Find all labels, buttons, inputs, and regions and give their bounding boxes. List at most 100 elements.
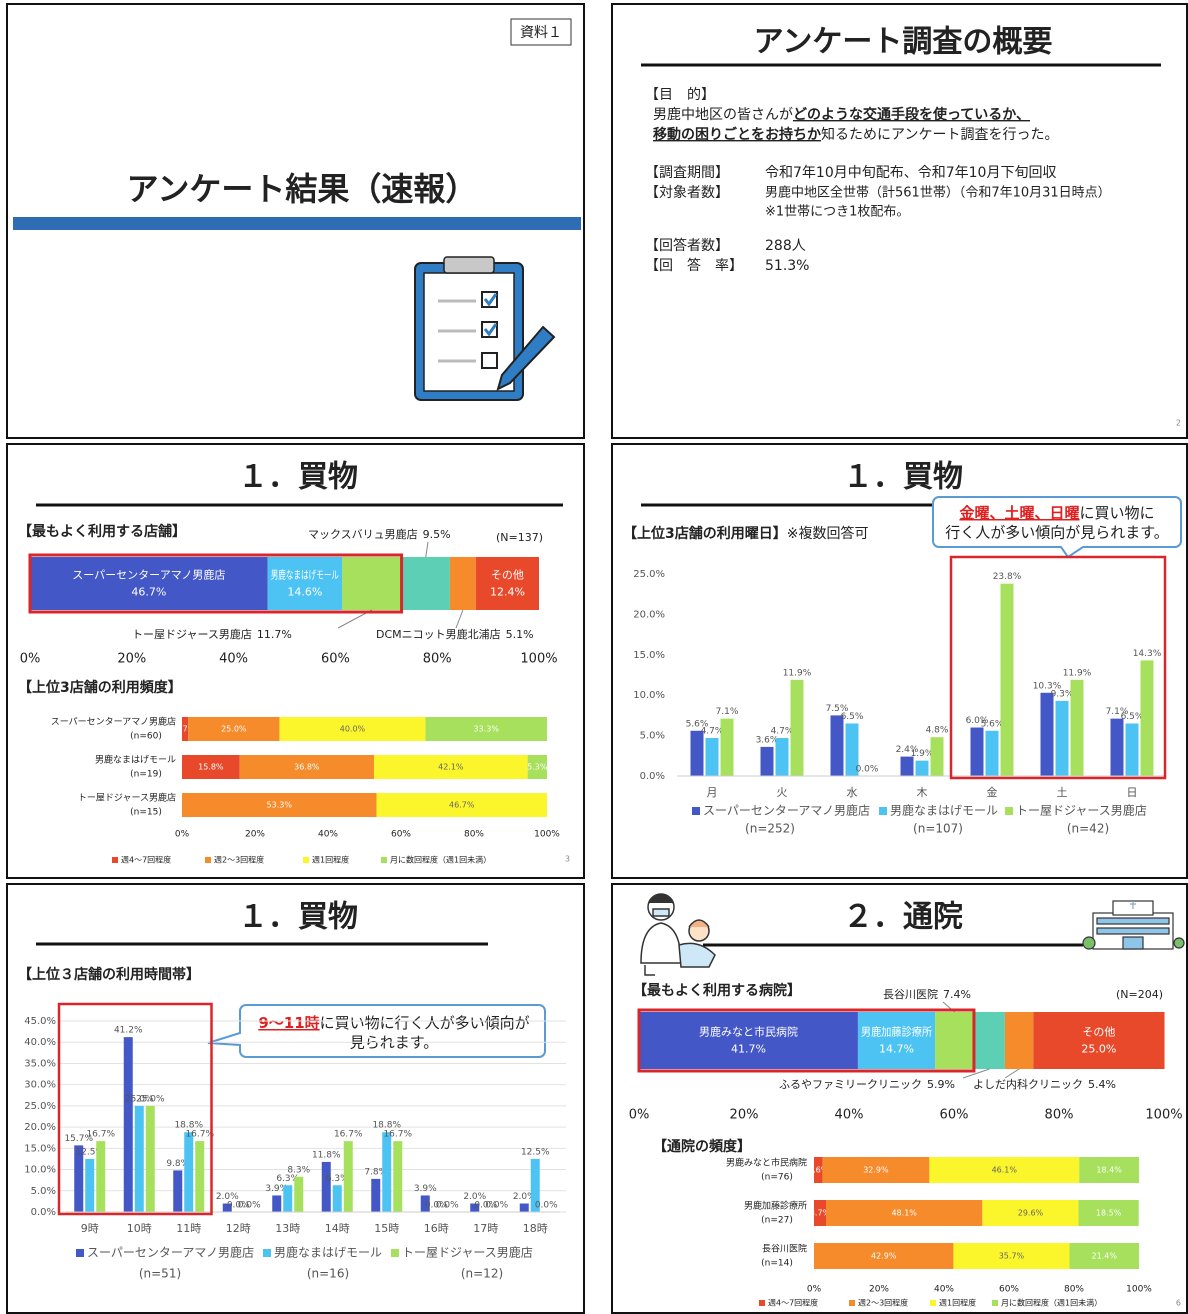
slide-title: １．買物 — [843, 460, 963, 495]
bar-segment — [974, 1012, 1005, 1069]
slide-canvas: １．買物 金曜、土曜、日曜に買い物に 行く人が多い傾向が見られます。 【上位3店… — [613, 445, 1186, 877]
data-label: 4.8% — [926, 726, 949, 736]
legend-swatch — [381, 857, 387, 863]
y-tick-label: 30.0% — [24, 1080, 56, 1091]
x-tick-label: 12時 — [226, 1222, 251, 1235]
segment-value: 25.0% — [1081, 1043, 1116, 1056]
heading-title: 【上位３店舗の利用時間帯】 — [18, 966, 200, 983]
bar — [916, 761, 929, 776]
data-label: 23.8% — [993, 572, 1022, 582]
slide-canvas: アンケート調査の概要 【目 的】 男鹿中地区の皆さんがどのような交通手段を使って… — [613, 5, 1186, 437]
field-value: 51.3% — [765, 258, 809, 274]
legend-swatch — [391, 1249, 399, 1257]
legend-note: (n=42) — [1067, 822, 1109, 836]
legend-label: 週1回程度 — [939, 1298, 976, 1308]
x-tick-label: 40% — [318, 830, 338, 840]
chart-note: (N=204) — [1116, 988, 1163, 1001]
legend-swatch — [692, 807, 700, 815]
x-tick-label: 17時 — [473, 1222, 498, 1235]
y-tick-label: 15.0% — [633, 650, 665, 661]
doctor-icon — [641, 894, 715, 975]
chart-heading: 【最もよく利用する店舗】 — [18, 523, 186, 540]
bar — [761, 747, 774, 776]
legend-note: (n=12) — [461, 1267, 503, 1281]
bar — [393, 1141, 402, 1212]
x-tick-label: 100% — [1126, 1285, 1152, 1295]
bar — [283, 1185, 292, 1212]
legend-label: 週2～3回程度 — [858, 1298, 908, 1308]
data-label: 0.0% — [856, 765, 879, 775]
segment-value: 33.3% — [474, 725, 500, 734]
chart-heading: 【上位3店舗の利用曜日】※複数回答可 — [623, 525, 868, 542]
bar — [272, 1195, 281, 1212]
bar — [146, 1106, 155, 1212]
bar — [333, 1185, 342, 1212]
segment-value: 29.6% — [1018, 1209, 1044, 1218]
callout-line: 行く人が多い傾向が見られます。 — [945, 524, 1169, 542]
callout-highlight: 9～11時 — [258, 1014, 319, 1032]
legend-swatch — [76, 1249, 84, 1257]
category-label: 長谷川医院 — [762, 1244, 807, 1255]
y-tick-label: 25.0% — [633, 569, 665, 580]
segment-name: よしだ内科クリニック — [973, 1077, 1083, 1091]
x-tick-label: 15時 — [374, 1222, 399, 1235]
y-tick-label: 0.0% — [640, 771, 665, 782]
segment-name: その他 — [1082, 1026, 1115, 1039]
data-label: 0.0% — [485, 1201, 508, 1211]
slide-title: １．買物 — [238, 900, 358, 935]
data-label: 7.1% — [716, 707, 739, 717]
x-tick-label: 40% — [934, 1285, 954, 1295]
category-note: (n=60) — [130, 732, 162, 742]
slide-canvas: ２．通院 6 【最もよく利用する病院】(N=204)男鹿みなと市民病院41.7%… — [613, 885, 1186, 1312]
segment-name: スーパーセンターアマノ男鹿店 — [72, 568, 225, 582]
legend-label: トー屋ドジャース男鹿店 — [402, 1246, 533, 1260]
x-tick-label: 日 — [1127, 786, 1138, 799]
legend-label: 月に数回程度（週1回未満） — [390, 855, 491, 865]
x-tick-label: 20% — [117, 652, 146, 667]
x-tick-label: 金 — [987, 786, 998, 799]
bar-segment — [268, 557, 342, 610]
segment-value: 35.7% — [999, 1252, 1025, 1261]
legend-label: スーパーセンターアマノ男鹿店 — [703, 804, 870, 818]
x-tick-label: 60% — [940, 1108, 969, 1123]
legend-swatch — [263, 1249, 271, 1257]
segment-value: 46.7% — [449, 801, 475, 810]
slide-canvas: １．買物 9～11時に買い物に行く人が多い傾向が 見られます。 【上位３店舗の利… — [8, 885, 583, 1312]
x-tick-label: 100% — [1145, 1108, 1182, 1123]
x-tick-label: 60% — [999, 1285, 1019, 1295]
segment-value: 18.5% — [1096, 1209, 1122, 1218]
segment-name: マックスバリュ男鹿店 — [308, 527, 418, 541]
segment-value: 42.9% — [871, 1252, 897, 1261]
bar — [831, 715, 844, 776]
hospital-icon — [1083, 901, 1184, 949]
segment-value: 5.3% — [527, 763, 548, 772]
segment-value: 32.9% — [863, 1166, 889, 1175]
data-label: 0.0% — [535, 1201, 558, 1211]
text-run: 男鹿中地区の皆さんが — [653, 107, 793, 123]
field-value: 男鹿中地区全世帯（計561世帯）（令和7年10月31日時点） — [765, 185, 1111, 201]
segment-value: 5.1% — [506, 628, 534, 641]
legend-label: 男鹿なまはげモール — [274, 1246, 382, 1260]
bar — [1071, 680, 1084, 776]
x-tick-label: 20% — [730, 1108, 759, 1123]
data-label: 4.7% — [701, 727, 724, 737]
slide: １．買物 金曜、土曜、日曜に買い物に 行く人が多い傾向が見られます。 【上位3店… — [611, 443, 1188, 879]
x-tick-label: 0% — [20, 652, 41, 667]
bar-segment — [476, 557, 539, 610]
segment-label: マックスバリュ男鹿店9.5% — [308, 527, 451, 541]
bar-segment — [30, 557, 268, 610]
x-tick-label: 13時 — [275, 1222, 300, 1235]
legend-label: 月に数回程度（週1回未満） — [1001, 1298, 1102, 1308]
y-tick-label: 15.0% — [24, 1143, 56, 1154]
page-number: 3 — [565, 855, 570, 864]
bar — [986, 731, 999, 776]
data-label: 16.7% — [86, 1130, 115, 1140]
segment-name: ふるやファミリークリニック — [779, 1078, 922, 1091]
segment-value: 41.7% — [731, 1043, 766, 1056]
x-tick-label: 14時 — [325, 1222, 350, 1235]
x-tick-label: 0% — [175, 830, 190, 840]
segment-name: 長谷川医院 — [883, 988, 938, 1001]
data-label: 16.7% — [334, 1130, 363, 1140]
x-tick-label: 18時 — [523, 1222, 548, 1235]
